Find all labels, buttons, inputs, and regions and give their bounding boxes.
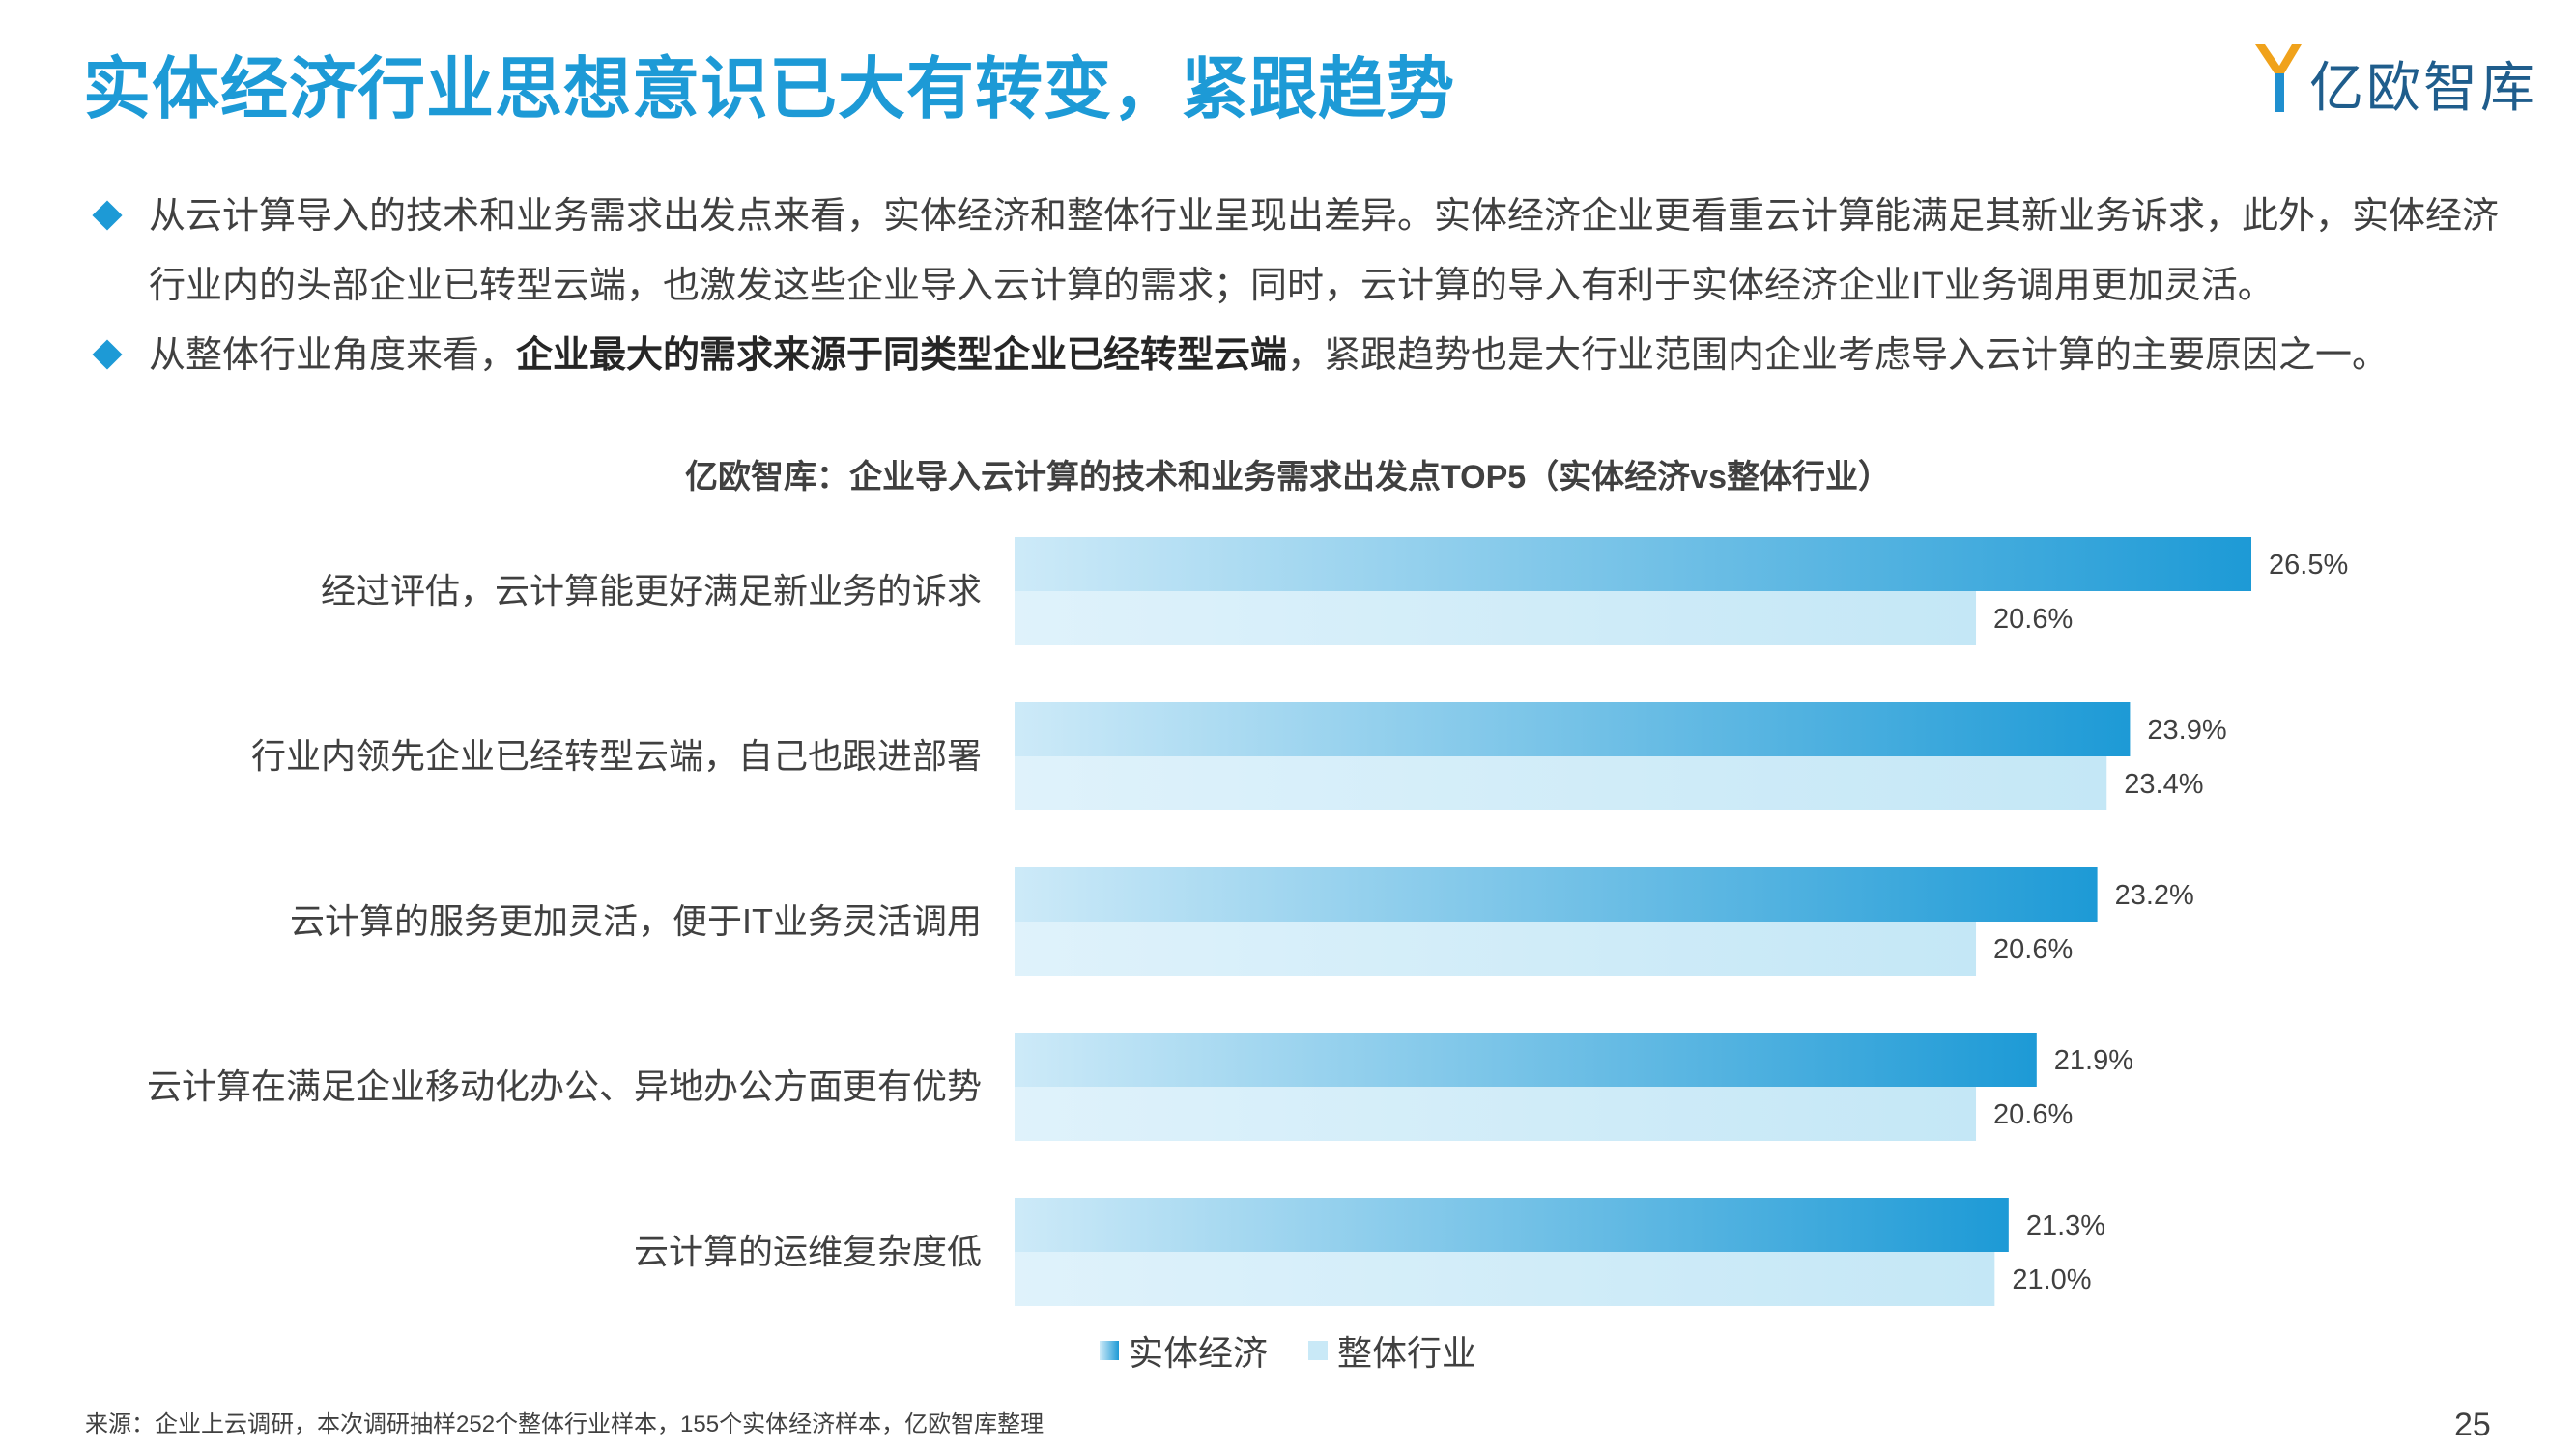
page-number: 25 [2454, 1406, 2491, 1443]
legend-label: 整体行业 [1337, 1333, 1477, 1373]
data-label: 21.3% [2026, 1210, 2105, 1241]
bullet-list: 从云计算导入的技术和业务需求出发点来看，实体经济和整体行业呈现出差异。实体经济企… [89, 182, 2524, 390]
legend-label: 实体经济 [1128, 1333, 1268, 1373]
bar-zhengti [1015, 1252, 1995, 1306]
data-label: 20.6% [1993, 604, 2073, 635]
category-label: 行业内领先企业已经转型云端，自己也跟进部署 [251, 736, 982, 776]
data-label: 20.6% [1993, 934, 2073, 965]
logo-icon [2255, 44, 2302, 112]
bullet-text-suffix: ，紧跟趋势也是大行业范围内企业考虑导入云计算的主要原因之一。 [1287, 335, 2390, 376]
bar-zhengti [1015, 591, 1977, 645]
category-label: 经过评估，云计算能更好满足新业务的诉求 [321, 571, 982, 611]
legend-item-shiti: 实体经济 [1099, 1325, 1268, 1376]
page-title: 实体经济行业思想意识已大有转变，紧跟趋势 [83, 51, 1455, 127]
bar-shiti [1015, 1198, 2009, 1252]
bullet-item: 从整体行业角度来看，企业最大的需求来源于同类型企业已经转型云端，紧跟趋势也是大行… [89, 321, 2524, 390]
brand-logo: 亿欧智库 [2251, 39, 2541, 118]
bullet-item: 从云计算导入的技术和业务需求出发点来看，实体经济和整体行业呈现出差异。实体经济企… [89, 182, 2524, 321]
legend-item-zhengti: 整体行业 [1308, 1325, 1476, 1376]
category-label: 云计算的运维复杂度低 [634, 1232, 982, 1271]
logo-text: 亿欧智库 [2309, 57, 2537, 118]
chart-title: 亿欧智库：企业导入云计算的技术和业务需求出发点TOP5（实体经济vs整体行业） [684, 459, 1891, 496]
bar-shiti [1015, 702, 2131, 756]
data-label: 20.6% [1993, 1099, 2073, 1130]
bar-zhengti [1015, 756, 2107, 810]
bar-zhengti [1015, 1087, 1977, 1141]
bullet-text: 从云计算导入的技术和业务需求出发点来看，实体经济和整体行业呈现出差异。实体经济企… [149, 196, 2500, 306]
data-label: 23.9% [2147, 715, 2226, 746]
legend-swatch [1308, 1341, 1328, 1360]
data-label: 26.5% [2269, 550, 2348, 581]
bar-shiti [1015, 537, 2251, 591]
bar-shiti [1015, 867, 2098, 922]
bullet-text-prefix: 从整体行业角度来看， [149, 335, 517, 376]
bar-shiti [1015, 1033, 2037, 1087]
bullet-text-bold: 企业最大的需求来源于同类型企业已经转型云端 [516, 335, 1288, 376]
legend-swatch [1099, 1341, 1119, 1360]
data-label: 23.2% [2115, 880, 2194, 911]
data-label: 21.0% [2012, 1264, 2091, 1295]
data-label: 23.4% [2124, 769, 2203, 800]
chart-legend: 实体经济 整体行业 [0, 1325, 2576, 1376]
category-label: 云计算的服务更加灵活，便于IT业务灵活调用 [290, 901, 982, 941]
source-note: 来源：企业上云调研，本次调研抽样252个整体行业样本，155个实体经济样本，亿欧… [85, 1411, 1045, 1437]
bar-zhengti [1015, 922, 1977, 976]
category-label: 云计算在满足企业移动化办公、异地办公方面更有优势 [147, 1066, 982, 1106]
data-label: 21.9% [2054, 1045, 2133, 1076]
